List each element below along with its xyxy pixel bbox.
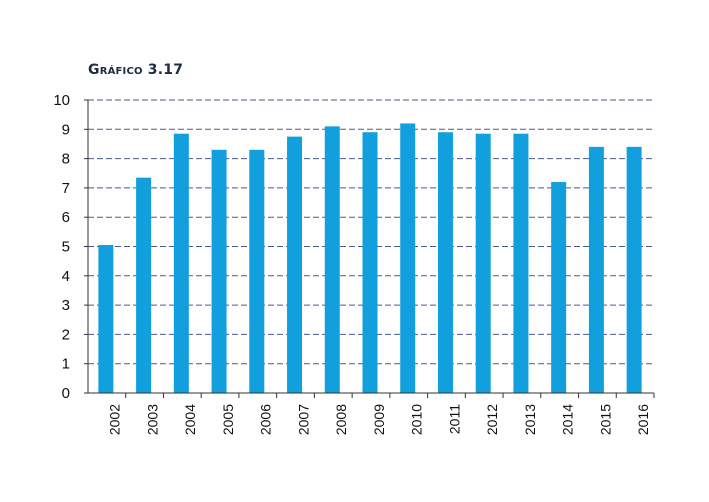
x-tick-labels: 2002 2003 2004 2005 2006 2007 2008 2009 2010 2011… bbox=[107, 404, 651, 435]
x-tick-label: 2008 bbox=[333, 404, 349, 435]
bar-2010 bbox=[400, 123, 416, 393]
x-tick-label: 2015 bbox=[597, 404, 613, 435]
x-tick-label: 2016 bbox=[635, 404, 651, 435]
axes bbox=[84, 99, 655, 398]
y-tick-label: 5 bbox=[62, 239, 70, 256]
bar-2003 bbox=[136, 177, 152, 393]
x-tick-label: 2002 bbox=[107, 404, 123, 435]
y-tick-label: 1 bbox=[62, 356, 70, 373]
bar-2016 bbox=[626, 146, 642, 393]
y-tick-labels: 0 1 2 3 4 5 6 7 8 9 10 bbox=[53, 92, 70, 402]
y-tick-label: 4 bbox=[62, 268, 70, 285]
bar-2011 bbox=[437, 132, 453, 394]
bar-2009 bbox=[362, 132, 378, 394]
bar-2005 bbox=[211, 149, 227, 393]
y-tick-label: 9 bbox=[62, 121, 70, 138]
x-tick-label: 2007 bbox=[295, 404, 311, 435]
bar-2013 bbox=[513, 133, 529, 393]
bar-2002 bbox=[98, 245, 114, 393]
bar-2015 bbox=[588, 146, 604, 393]
y-tick-label: 10 bbox=[53, 92, 70, 109]
bar-2012 bbox=[475, 133, 491, 393]
chart-title: Gráfico 3.17 bbox=[88, 62, 184, 78]
x-tick-label: 2010 bbox=[409, 404, 425, 435]
y-tick-label: 7 bbox=[62, 180, 70, 197]
x-tick-label: 2013 bbox=[522, 404, 538, 435]
x-tick-label: 2003 bbox=[144, 404, 160, 435]
bars bbox=[98, 123, 642, 394]
x-tick-label: 2014 bbox=[560, 404, 576, 435]
x-tick-label: 2005 bbox=[220, 404, 236, 435]
x-tick-label: 2011 bbox=[446, 404, 462, 434]
bar-2004 bbox=[173, 133, 189, 393]
y-tick-label: 6 bbox=[62, 209, 70, 226]
y-tick-label: 3 bbox=[62, 297, 70, 314]
bar-2014 bbox=[551, 182, 567, 393]
bar-2006 bbox=[249, 149, 265, 393]
bar-2008 bbox=[324, 126, 340, 394]
x-tick-label: 2012 bbox=[484, 404, 500, 435]
x-tick-label: 2004 bbox=[182, 404, 198, 435]
x-tick-label: 2006 bbox=[258, 404, 274, 435]
bar-2007 bbox=[287, 136, 303, 393]
y-tick-label: 8 bbox=[62, 151, 70, 168]
y-tick-label: 2 bbox=[62, 326, 70, 343]
y-tick-label: 0 bbox=[62, 385, 70, 402]
x-tick-label: 2009 bbox=[371, 404, 387, 435]
